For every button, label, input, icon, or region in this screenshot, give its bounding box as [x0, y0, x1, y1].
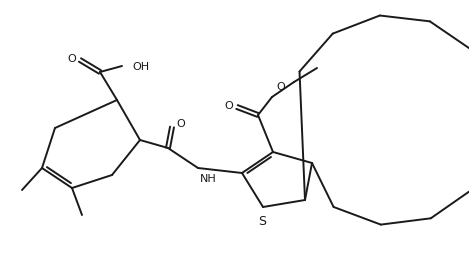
Text: O: O	[224, 101, 233, 111]
Text: O: O	[276, 82, 285, 92]
Text: NH: NH	[200, 174, 217, 184]
Text: O: O	[176, 119, 185, 129]
Text: OH: OH	[132, 62, 149, 72]
Text: S: S	[258, 215, 266, 228]
Text: O: O	[67, 54, 76, 64]
